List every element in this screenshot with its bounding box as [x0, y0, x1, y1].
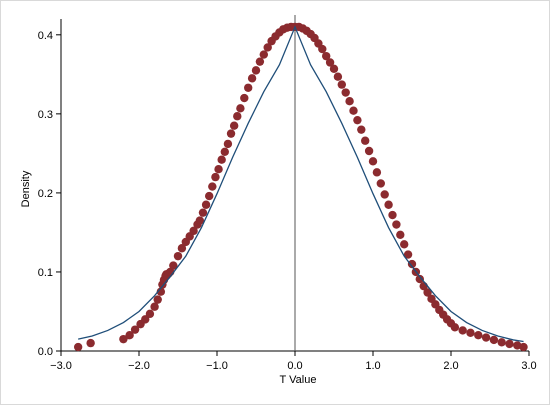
data-point: [189, 226, 198, 236]
data-point: [211, 172, 220, 182]
x-tick-label: −1.0: [206, 360, 228, 372]
data-point: [353, 115, 362, 125]
data-point: [201, 200, 211, 209]
data-point: [474, 330, 483, 340]
data-point: [396, 230, 405, 239]
data-point: [497, 338, 506, 347]
data-point: [263, 43, 272, 52]
data-point: [173, 251, 183, 261]
data-point: [384, 200, 393, 209]
data-point: [150, 302, 159, 311]
data-point: [125, 330, 134, 340]
data-point: [318, 44, 327, 54]
x-tick-label: 0.0: [287, 360, 302, 372]
y-tick-label: 0.3: [38, 109, 53, 121]
data-point: [247, 74, 257, 83]
data-points: [73, 22, 528, 352]
data-point: [153, 295, 162, 304]
y-tick-label: 0.0: [38, 346, 53, 358]
data-point: [195, 216, 205, 225]
data-point: [86, 338, 95, 348]
data-point: [322, 51, 331, 61]
data-point: [407, 259, 417, 269]
data-point: [450, 323, 460, 332]
x-tick-label: 3.0: [521, 360, 536, 372]
data-point: [341, 88, 350, 97]
y-tick-label: 0.2: [38, 188, 53, 200]
data-point: [229, 121, 239, 130]
data-point: [329, 64, 339, 73]
data-point: [259, 50, 268, 59]
x-tick-label: 1.0: [365, 360, 380, 372]
data-point: [364, 146, 374, 156]
data-point: [481, 333, 491, 342]
data-point: [345, 97, 354, 106]
data-point: [392, 220, 401, 229]
data-point: [357, 125, 366, 134]
data-point: [505, 339, 514, 349]
data-point: [361, 136, 370, 145]
data-point: [376, 179, 385, 188]
data-point: [251, 66, 261, 75]
data-point: [214, 164, 223, 174]
data-point: [223, 139, 233, 149]
data-point: [220, 147, 229, 156]
data-point: [73, 342, 83, 352]
data-point: [333, 72, 343, 81]
y-axis-label: Density: [20, 170, 32, 207]
x-axis-label: T Value: [280, 374, 317, 386]
data-point: [141, 315, 150, 324]
data-point: [466, 328, 475, 338]
normal-curve: [78, 25, 524, 343]
data-point: [403, 250, 413, 259]
x-tick-label: −3.0: [50, 360, 72, 372]
data-point: [244, 83, 253, 92]
x-tick-label: 2.0: [443, 360, 458, 372]
data-point: [337, 80, 346, 89]
data-point: [169, 261, 178, 270]
data-point: [226, 129, 236, 138]
axes: 0.0 0.1 0.2 0.3 0.4 −3.0 −2.0 −1.0 0.0 1.0 2.0 3.0: [38, 19, 537, 372]
data-point: [423, 288, 432, 297]
data-point: [458, 326, 467, 335]
data-point: [489, 335, 499, 345]
data-point: [372, 168, 382, 177]
data-point: [388, 210, 397, 220]
data-point: [415, 274, 424, 284]
normal-curve-group: [78, 25, 524, 343]
data-point: [205, 191, 214, 201]
y-tick-label: 0.1: [38, 267, 53, 279]
data-point: [325, 58, 335, 67]
data-point: [145, 309, 155, 319]
data-point: [368, 157, 378, 166]
data-point: [349, 106, 358, 115]
data-point: [519, 342, 528, 352]
data-point: [380, 190, 389, 199]
data-point: [198, 208, 208, 217]
data-point: [208, 182, 217, 191]
data-point: [236, 104, 245, 113]
data-point: [233, 112, 242, 121]
data-point: [400, 240, 409, 249]
data-point: [217, 155, 226, 164]
data-point: [130, 325, 140, 334]
x-tick-label: −2.0: [128, 360, 150, 372]
data-point: [240, 93, 249, 103]
data-point: [119, 334, 128, 344]
data-point: [255, 57, 265, 66]
data-point: [177, 244, 187, 253]
y-tick-label: 0.4: [38, 30, 53, 42]
